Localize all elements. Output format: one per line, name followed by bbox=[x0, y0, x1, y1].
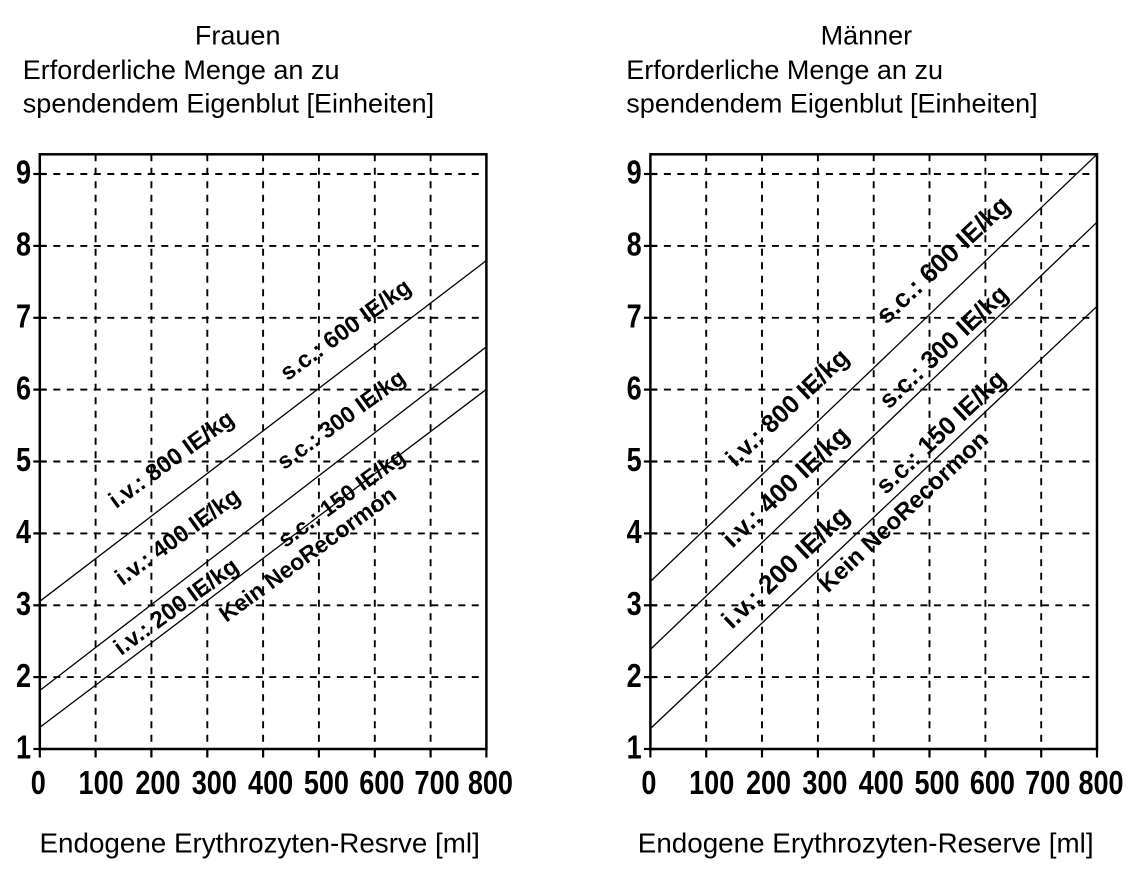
svg-text:Erforderliche Menge an zu: Erforderliche Menge an zu bbox=[626, 55, 943, 85]
svg-text:9: 9 bbox=[627, 155, 642, 191]
svg-text:Frauen: Frauen bbox=[195, 20, 281, 50]
svg-text:9: 9 bbox=[16, 155, 31, 191]
svg-text:800: 800 bbox=[468, 766, 513, 802]
svg-text:400: 400 bbox=[859, 766, 904, 802]
svg-text:4: 4 bbox=[16, 515, 31, 551]
svg-text:6: 6 bbox=[16, 371, 31, 407]
svg-text:5: 5 bbox=[627, 443, 642, 479]
svg-text:1: 1 bbox=[627, 730, 642, 766]
svg-text:100: 100 bbox=[79, 766, 124, 802]
svg-text:3: 3 bbox=[16, 587, 31, 623]
svg-text:700: 700 bbox=[415, 766, 460, 802]
svg-text:1: 1 bbox=[16, 730, 31, 766]
svg-text:300: 300 bbox=[192, 766, 237, 802]
svg-text:Endogene Erythrozyten-Reserve: Endogene Erythrozyten-Reserve [ml] bbox=[638, 828, 1094, 859]
svg-text:400: 400 bbox=[248, 766, 293, 802]
svg-text:0: 0 bbox=[641, 766, 656, 802]
svg-text:spendendem Eigenblut [Einheite: spendendem Eigenblut [Einheiten] bbox=[626, 88, 1037, 118]
svg-text:200: 200 bbox=[746, 766, 791, 802]
svg-text:2: 2 bbox=[627, 658, 642, 694]
svg-text:4: 4 bbox=[627, 515, 642, 551]
svg-text:700: 700 bbox=[1025, 766, 1070, 802]
svg-text:500: 500 bbox=[304, 766, 349, 802]
svg-text:800: 800 bbox=[1078, 766, 1123, 802]
svg-text:3: 3 bbox=[627, 587, 642, 623]
svg-text:spendendem Eigenblut [Einheite: spendendem Eigenblut [Einheiten] bbox=[23, 88, 434, 118]
svg-text:600: 600 bbox=[359, 766, 404, 802]
svg-text:100: 100 bbox=[689, 766, 734, 802]
svg-text:600: 600 bbox=[970, 766, 1015, 802]
svg-text:0: 0 bbox=[31, 766, 46, 802]
svg-text:500: 500 bbox=[914, 766, 959, 802]
svg-text:Endogene Erythrozyten-Resrve [: Endogene Erythrozyten-Resrve [ml] bbox=[40, 828, 480, 859]
svg-text:Männer: Männer bbox=[821, 20, 913, 50]
svg-text:7: 7 bbox=[627, 299, 642, 335]
svg-text:2: 2 bbox=[16, 658, 31, 694]
svg-text:7: 7 bbox=[16, 299, 31, 335]
svg-text:5: 5 bbox=[16, 443, 31, 479]
svg-text:Erforderliche Menge an zu: Erforderliche Menge an zu bbox=[23, 55, 340, 85]
svg-text:8: 8 bbox=[16, 227, 31, 263]
svg-text:8: 8 bbox=[627, 227, 642, 263]
svg-text:200: 200 bbox=[135, 766, 180, 802]
svg-text:6: 6 bbox=[627, 371, 642, 407]
svg-text:300: 300 bbox=[802, 766, 847, 802]
